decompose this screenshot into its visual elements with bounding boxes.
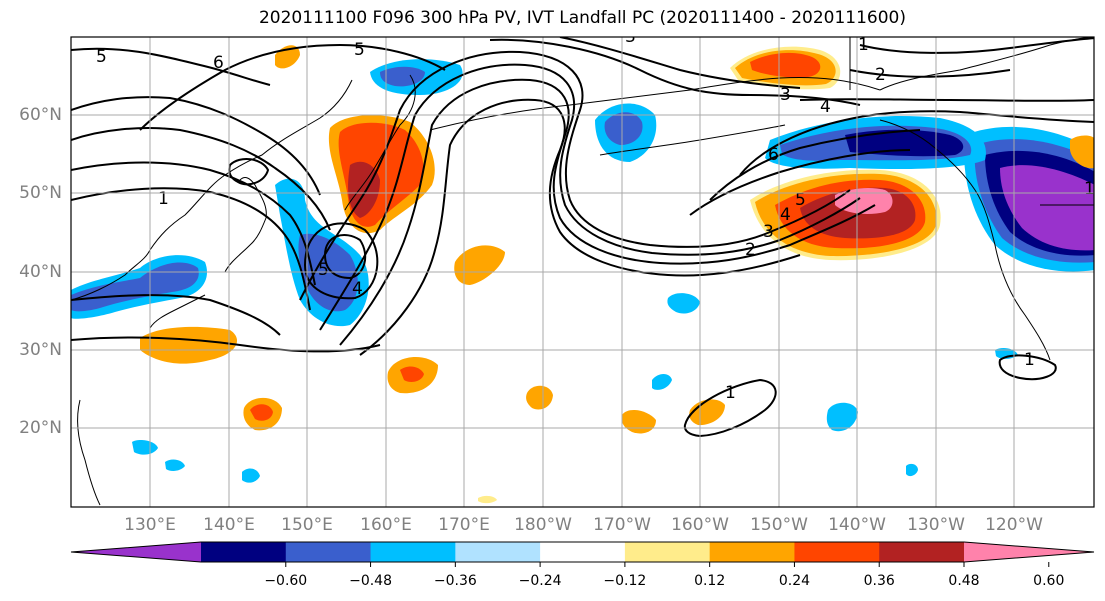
lat-label: 20°N xyxy=(19,418,62,438)
contour-label: 1 xyxy=(858,35,869,55)
contour-label: 4 xyxy=(780,205,791,225)
lon-label: 130°E xyxy=(124,515,176,535)
colorbar-segment xyxy=(879,542,965,562)
colorbar-tick-label: −0.24 xyxy=(518,573,562,589)
contour-label: 4 xyxy=(820,97,831,117)
colorbar-tick-label: 0.36 xyxy=(863,573,895,589)
lat-label: 30°N xyxy=(19,340,62,360)
lon-label: 160°W xyxy=(671,515,729,535)
lon-label: 180°W xyxy=(514,515,572,535)
contour-label: 2 xyxy=(745,240,756,260)
colorbar-tick-label: 0.12 xyxy=(694,573,726,589)
shading-layer xyxy=(71,45,1094,504)
contour-label: 6 xyxy=(213,53,224,73)
colorbar-segment xyxy=(201,542,287,562)
lon-label: 140°E xyxy=(203,515,255,535)
colorbar-segment xyxy=(370,542,456,562)
contour-label: 5 xyxy=(795,190,806,210)
contour-label: 5 xyxy=(318,260,329,280)
lon-label: 130°W xyxy=(907,515,965,535)
colorbar-outline xyxy=(70,541,1095,563)
lon-label: 140°W xyxy=(828,515,886,535)
contour-label: 1 xyxy=(1024,350,1035,370)
contour-label: 4 xyxy=(352,279,363,299)
contour-label: 3 xyxy=(780,85,791,105)
colorbar-segments xyxy=(70,541,1095,563)
colorbar-ticks xyxy=(285,562,1050,567)
colorbar-tick-label: 0.60 xyxy=(1033,573,1065,589)
colorbar-tick-label: −0.60 xyxy=(264,573,308,589)
lon-label: 120°W xyxy=(985,515,1043,535)
contour-label: 3 xyxy=(625,27,636,47)
contour-label: 1 xyxy=(158,189,169,209)
lon-label: 150°W xyxy=(750,515,808,535)
colorbar-tick-label: 0.24 xyxy=(778,573,811,589)
colorbar-segment xyxy=(285,542,372,562)
contour-label: 2 xyxy=(875,65,886,85)
contour-labels: 5 6 5 3 1 2 3 4 6 5 4 3 2 1 5 4 1 1 1 xyxy=(96,27,1095,403)
contour-label: 3 xyxy=(763,222,774,242)
contour-label: 5 xyxy=(96,47,107,67)
colorbar-segment xyxy=(709,542,795,562)
lon-label: 170°W xyxy=(593,515,651,535)
lat-label: 50°N xyxy=(19,183,62,203)
colorbar-tick-label: −0.36 xyxy=(433,573,477,589)
contour-label: 1 xyxy=(1084,179,1095,199)
colorbar-tick-label: −0.12 xyxy=(603,573,647,589)
colorbar-segment xyxy=(540,542,626,562)
contour-label: 5 xyxy=(354,40,365,60)
colorbar-tick-label: 0.48 xyxy=(948,573,980,589)
lon-label: 150°E xyxy=(281,515,333,535)
lat-label: 60°N xyxy=(19,105,62,125)
map-frame xyxy=(70,36,1095,508)
contour-label: 6 xyxy=(768,145,779,165)
lon-label: 170°E xyxy=(438,515,490,535)
colorbar-segment xyxy=(455,542,541,562)
colorbar-segment xyxy=(624,542,711,562)
colorbar-extend-low xyxy=(71,542,201,562)
contour-label: 1 xyxy=(725,383,736,403)
colorbar-segment xyxy=(794,542,880,562)
colorbar-tick-label: −0.48 xyxy=(349,573,392,589)
map-title: 2020111100 F096 300 hPa PV, IVT Landfall… xyxy=(258,8,906,28)
gridlines xyxy=(71,37,1094,507)
lon-label: 160°E xyxy=(360,515,412,535)
colorbar-extend-high xyxy=(964,542,1094,562)
lat-label: 40°N xyxy=(19,262,62,282)
